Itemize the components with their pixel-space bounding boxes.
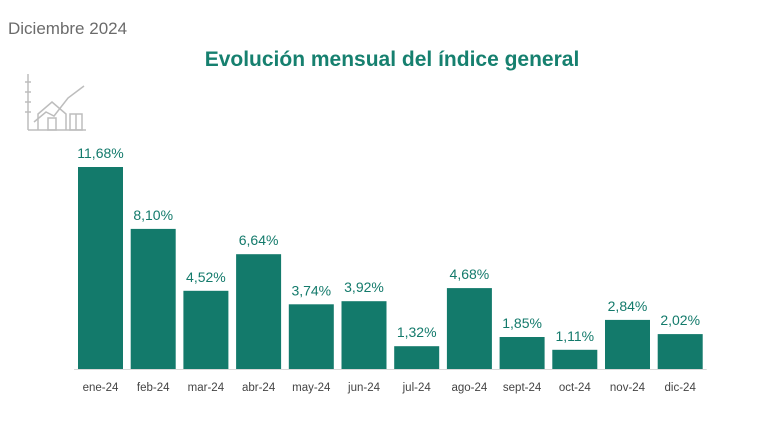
bar-oct-24	[552, 349, 598, 369]
data-label-mar-24: 4,52%	[186, 269, 226, 285]
x-tick-abr-24: abr-24	[242, 382, 276, 394]
x-tick-oct-24: oct-24	[559, 382, 592, 394]
x-tick-may-24: may-24	[292, 382, 331, 394]
bar-ene-24	[78, 167, 123, 369]
bar-nov-24	[605, 319, 650, 369]
bar-mar-24	[183, 290, 229, 369]
x-tick-jun-24: jun-24	[347, 382, 381, 394]
x-tick-feb-24: feb-24	[137, 382, 170, 394]
data-label-dic-24: 2,02%	[660, 312, 700, 328]
bar-jun-24	[341, 301, 387, 369]
data-label-jul-24: 1,32%	[397, 324, 437, 340]
bar-ago-24	[446, 288, 492, 369]
data-label-ene-24: 11,68%	[77, 145, 123, 161]
date-label: Diciembre 2024	[8, 19, 128, 38]
bar-sept-24	[499, 337, 545, 369]
data-label-abr-24: 6,64%	[239, 232, 279, 248]
data-label-ago-24: 4,68%	[450, 266, 490, 282]
bar-abr-24	[236, 254, 282, 369]
bar-may-24	[288, 304, 334, 369]
x-tick-ago-24: ago-24	[451, 382, 487, 394]
data-label-oct-24: 1,11%	[555, 328, 594, 344]
x-tick-nov-24: nov-24	[610, 382, 646, 394]
data-label-jun-24: 3,92%	[344, 279, 384, 295]
data-label-feb-24: 8,10%	[133, 207, 173, 223]
data-label-nov-24: 2,84%	[608, 298, 648, 314]
bar-jul-24	[394, 346, 440, 369]
x-tick-mar-24: mar-24	[188, 382, 225, 394]
x-tick-sept-24: sept-24	[503, 382, 542, 394]
data-label-sept-24: 1,85%	[502, 315, 542, 331]
bar-dic-24	[657, 334, 703, 369]
x-tick-ene-24: ene-24	[83, 382, 119, 394]
x-tick-jul-24: jul-24	[402, 382, 432, 394]
data-label-may-24: 3,74%	[291, 282, 331, 298]
house-chart-icon	[25, 74, 86, 131]
x-tick-dic-24: dic-24	[665, 382, 697, 394]
bar-feb-24	[130, 228, 176, 369]
chart-title: Evolución mensual del índice general	[204, 48, 580, 71]
